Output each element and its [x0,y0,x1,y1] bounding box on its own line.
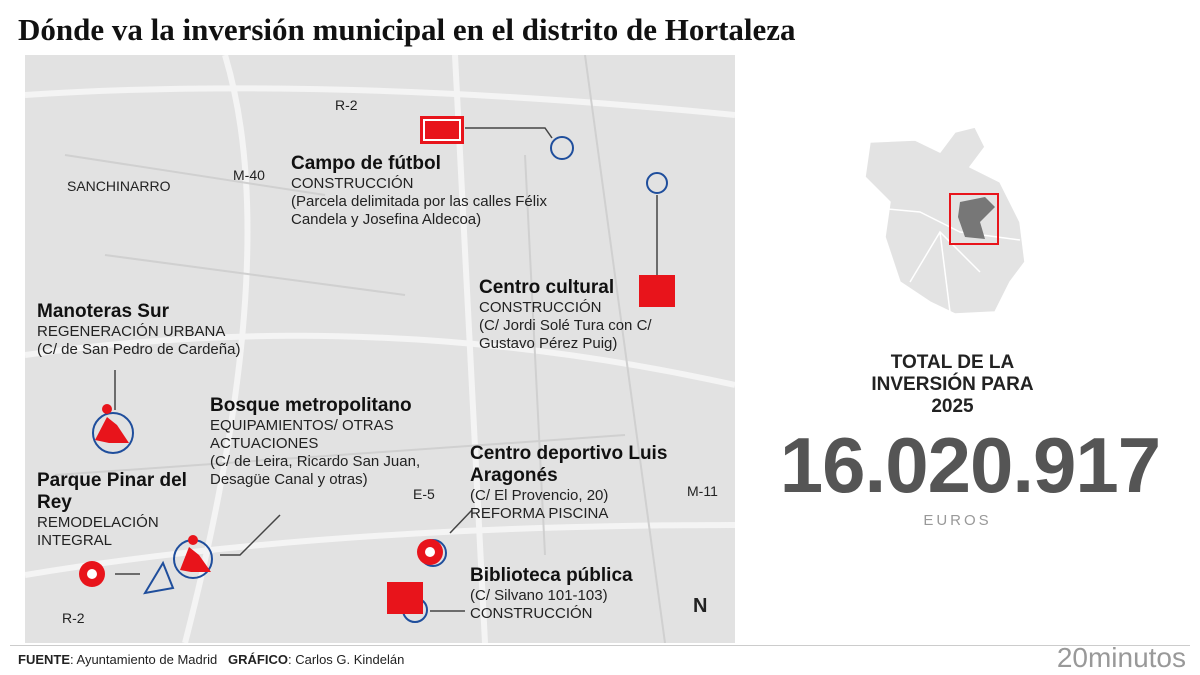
item-manoteras-sur: Manoteras Sur REGENERACIÓN URBANA (C/ de… [37,301,297,359]
map-background [25,55,735,643]
district-map: R-2 M-40 M-11 E-5 R-2 SANCHINARRO N Camp… [25,55,735,643]
item-type: REFORMA PISCINA [470,505,609,522]
item-centro-cultural: Centro cultural CONSTRUCCIÓN (C/ Jordi S… [479,277,679,353]
item-name: Centro deportivo Luis Aragonés [470,443,668,486]
item-type: CONSTRUCCIÓN [470,605,593,622]
source-label: FUENTE [18,652,70,667]
item-name: Parque Pinar del Rey [37,470,187,513]
divider [10,645,1190,646]
item-name: Biblioteca pública [470,565,633,586]
graphic-label: GRÁFICO [228,652,288,667]
item-campo-futbol: Campo de fútbol CONSTRUCCIÓN (Parcela de… [291,153,591,229]
road-label: M-40 [233,167,265,183]
item-address: (C/ Jordi Solé Tura con C/ Gustavo Pérez… [479,317,652,352]
item-bosque-metropolitano: Bosque metropolitano EQUIPAMIENTOS/ OTRA… [210,395,425,489]
item-type: EQUIPAMIENTOS/ OTRAS ACTUACIONES [210,417,394,452]
total-unit: EUROS [923,512,992,529]
footer-credits: FUENTE: Ayuntamiento de Madrid GRÁFICO: … [18,652,405,667]
item-name: Bosque metropolitano [210,395,412,416]
north-arrow: N [693,595,708,617]
page-title: Dónde va la inversión municipal en el di… [18,12,796,47]
hortaleza-district-highlight [958,197,995,239]
graphic-text: Carlos G. Kindelán [295,652,405,667]
item-name: Centro cultural [479,277,615,298]
source-text: Ayuntamiento de Madrid [76,652,218,667]
area-label: SANCHINARRO [67,178,171,194]
item-address: (C/ de Leira, Ricardo San Juan, Desagüe … [210,453,421,488]
item-type: CONSTRUCCIÓN [291,175,414,192]
item-parque-pinar: Parque Pinar del Rey REMODELACIÓN INTEGR… [37,470,187,550]
total-label: TOTAL DE LA INVERSIÓN PARA 2025 [871,352,1034,417]
item-address: (C/ Silvano 101-103) [470,587,608,604]
marker-circle [550,136,574,160]
brand-logo: 20minutos [1056,642,1186,673]
road-label: R-2 [62,610,85,626]
madrid-locator-map [864,126,1026,315]
item-name: Campo de fútbol [291,153,441,174]
total-value: 16.020.917 [779,421,1161,509]
item-type: CONSTRUCCIÓN [479,299,602,316]
item-name: Manoteras Sur [37,301,169,322]
item-type: REMODELACIÓN INTEGRAL [37,514,159,549]
item-address: (C/ de San Pedro de Cardeña) [37,341,241,358]
item-centro-deportivo: Centro deportivo Luis Aragonés (C/ El Pr… [470,443,670,523]
road-label: R-2 [335,97,358,113]
highlight-frame [949,193,999,245]
item-address: (Parcela delimitada por las calles Félix… [291,193,547,228]
item-type: REGENERACIÓN URBANA [37,323,226,340]
road-label: M-11 [687,483,718,499]
item-biblioteca: Biblioteca pública (C/ Silvano 101-103) … [470,565,670,623]
road-label: E-5 [413,486,435,502]
item-address: (C/ El Provencio, 20) [470,487,609,504]
